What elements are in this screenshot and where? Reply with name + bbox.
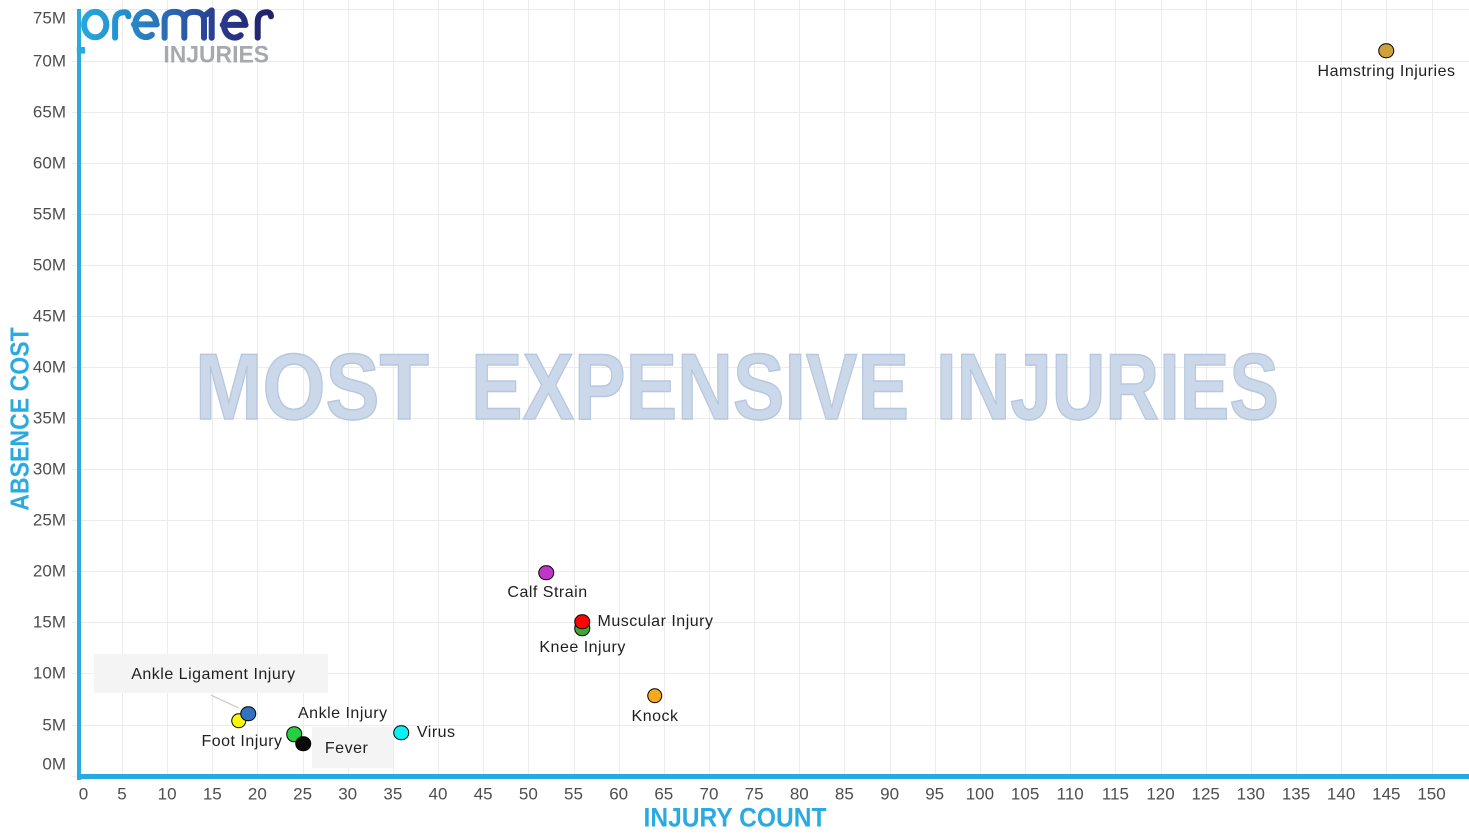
svg-text:INJURIES: INJURIES <box>163 42 269 69</box>
